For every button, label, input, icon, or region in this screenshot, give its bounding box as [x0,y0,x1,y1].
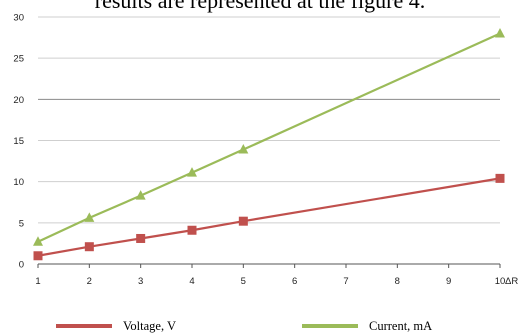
data-point-triangle [495,27,505,38]
x-tick-label: 2 [87,276,92,287]
legend-label: Current, mA [369,319,432,333]
y-tick-label: 25 [13,54,24,65]
x-tick-label: 7 [343,276,348,287]
header-text: results are represented at the figure 4. [94,0,426,13]
x-tick-label: 8 [395,276,400,287]
x-tick-label: 6 [292,276,297,287]
series-line-1 [37,177,501,257]
y-tick-label: 5 [19,218,24,229]
x-tick-label: 4 [189,276,194,287]
data-point-square [495,173,505,183]
data-point-square [187,225,197,235]
data-point-square [238,216,248,226]
y-tick-label: 10 [13,177,24,188]
x-tick-label: 1 [35,276,40,287]
y-tick-label: 30 [13,13,24,24]
y-tick-label: 20 [13,95,24,106]
data-point-triangle [238,144,249,154]
data-point-triangle [84,212,95,222]
y-tick-label: 0 [19,260,24,271]
data-point-square [136,233,146,243]
data-point-triangle [33,236,43,246]
series-line-2 [37,32,501,243]
x-tick-label: 10 [495,276,506,287]
x-tick-label: 5 [241,276,246,287]
data-point-triangle [187,167,197,177]
legend-label: Voltage, V [123,319,176,333]
data-point-square [84,242,94,252]
x-axis-label: ΔR [505,276,518,287]
data-point-triangle [135,190,146,200]
x-tick-label: 3 [138,276,143,287]
x-tick-label: 9 [446,276,451,287]
data-point-square [33,251,43,261]
y-tick-label: 15 [13,136,24,147]
